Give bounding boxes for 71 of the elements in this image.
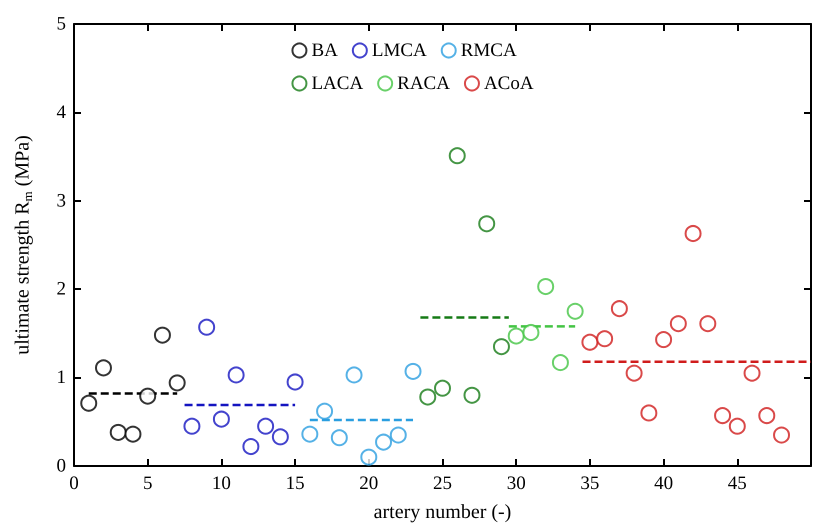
legend-label: BA <box>311 40 338 61</box>
point <box>375 434 392 451</box>
point <box>728 418 746 435</box>
point <box>94 359 112 376</box>
point <box>198 318 216 336</box>
y-tick-label: 4 <box>56 102 66 123</box>
x-tick-label: 5 <box>142 473 152 494</box>
point <box>714 407 732 424</box>
point <box>404 362 422 380</box>
legend-label: RACA <box>397 73 450 94</box>
point <box>316 402 334 420</box>
point <box>212 410 230 428</box>
point <box>596 330 614 348</box>
point <box>463 386 480 404</box>
point <box>448 147 466 164</box>
point <box>139 388 156 405</box>
point <box>655 331 672 348</box>
x-tick-label: 40 <box>654 473 674 494</box>
x-tick-label: 30 <box>506 473 526 494</box>
y-tick-label: 2 <box>56 278 66 300</box>
y-tick-label: 5 <box>56 14 66 34</box>
legend-label: LACA <box>311 73 364 94</box>
point <box>492 338 510 356</box>
point <box>552 354 569 372</box>
point <box>699 315 716 332</box>
point <box>566 302 584 320</box>
point <box>508 328 525 345</box>
point <box>537 278 554 296</box>
point <box>257 418 274 435</box>
point <box>670 315 687 332</box>
y-tick-label: 0 <box>56 456 66 476</box>
point <box>168 374 186 392</box>
y-tick-label: 3 <box>56 190 66 212</box>
point <box>286 374 304 391</box>
point <box>228 366 245 384</box>
point <box>110 424 127 441</box>
x-tick-label: 15 <box>286 473 305 494</box>
y-axis-title: ultimate strength Rm (MPa) <box>12 135 35 355</box>
point <box>390 426 407 444</box>
legend-label: ACoA <box>484 73 534 94</box>
point <box>626 364 643 382</box>
point <box>419 388 436 406</box>
point <box>581 334 598 351</box>
x-tick-label: 45 <box>728 473 747 494</box>
x-tick-label: 35 <box>580 473 600 494</box>
legend-label: RMCA <box>460 40 517 61</box>
point <box>301 426 318 443</box>
legend-label: LMCA <box>372 40 428 61</box>
point <box>758 407 776 424</box>
point <box>478 215 496 232</box>
point <box>330 429 348 446</box>
point <box>434 380 451 397</box>
point <box>346 366 363 384</box>
x-tick-label: 25 <box>433 473 452 494</box>
x-axis-title: artery number (-) <box>374 501 512 523</box>
point <box>640 404 658 422</box>
point <box>272 428 289 446</box>
point <box>773 426 790 444</box>
point <box>124 426 142 443</box>
x-tick-label: 10 <box>212 473 231 494</box>
point <box>522 324 540 342</box>
point <box>242 438 260 456</box>
point <box>360 448 378 466</box>
point <box>154 326 171 344</box>
point <box>183 418 200 435</box>
point <box>80 394 98 412</box>
point <box>610 300 628 318</box>
point <box>684 225 702 242</box>
point <box>744 364 761 382</box>
x-tick-label: 20 <box>359 473 378 494</box>
y-tick-label: 1 <box>56 367 66 388</box>
